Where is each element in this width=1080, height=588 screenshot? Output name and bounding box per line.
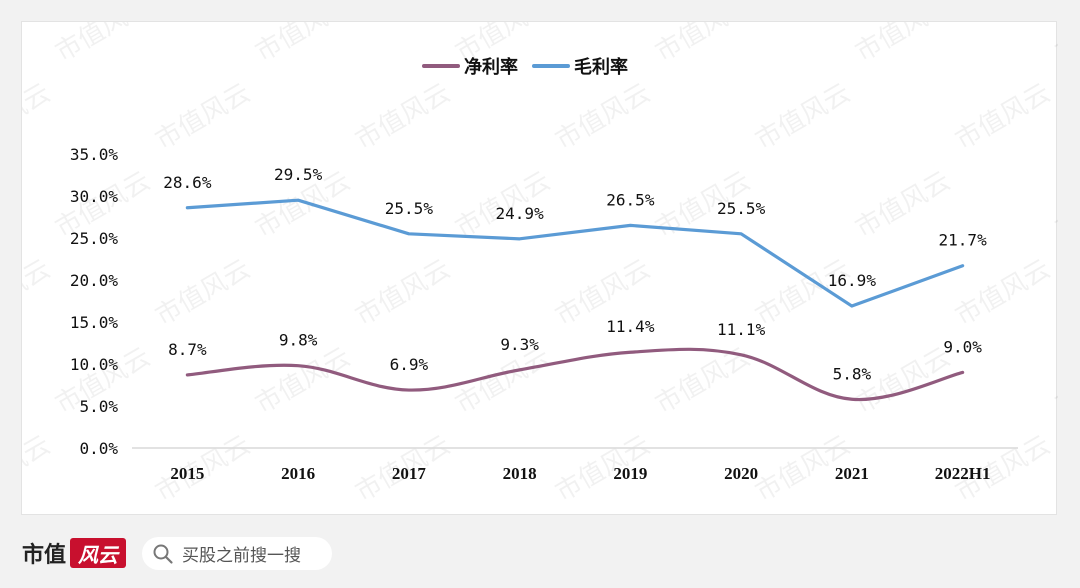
- data-label: 25.5%: [717, 199, 766, 218]
- x-tick-label: 2019: [613, 464, 647, 483]
- watermark-text: 市值风云: [151, 78, 256, 156]
- watermark-text: 市值风云: [551, 78, 656, 156]
- watermark-text: 市值风云: [151, 254, 256, 332]
- data-label: 9.3%: [500, 335, 539, 354]
- legend-label: 毛利率: [574, 56, 628, 78]
- x-tick-label: 2022H1: [935, 464, 991, 483]
- chart-card: 市值风云 市值风云 市值风云 市值风云 市值风云 市值风云 市值风云 市值风云 市值风云 市值风云…: [21, 21, 1059, 515]
- brand-logo-mark: 风云: [70, 538, 127, 568]
- watermark-text: 市值风云: [351, 78, 456, 156]
- data-label: 11.1%: [717, 320, 766, 339]
- watermark-text: 市值风云: [751, 78, 856, 156]
- data-label: 8.7%: [168, 340, 207, 359]
- y-tick-label: 0.0%: [79, 439, 118, 458]
- data-label: 9.8%: [279, 331, 318, 350]
- watermark-text: 市值风云: [1051, 22, 1059, 68]
- data-label: 6.9%: [390, 355, 429, 374]
- watermark-text: 市值风云: [351, 254, 456, 332]
- y-tick-label: 20.0%: [70, 271, 119, 290]
- data-label: 11.4%: [606, 317, 655, 336]
- y-tick-label: 35.0%: [70, 145, 119, 164]
- search-icon: [153, 544, 173, 564]
- watermark-text: 市值风云: [651, 22, 756, 68]
- x-tick-label: 2015: [170, 464, 204, 483]
- data-label: 24.9%: [496, 204, 545, 223]
- watermark-text: 市值风云: [22, 430, 56, 508]
- brand-name: 市值: [22, 542, 67, 568]
- watermark-text: 市值风云: [22, 254, 56, 332]
- search-box[interactable]: 买股之前搜一搜: [142, 537, 332, 570]
- x-tick-label: 2016: [281, 464, 315, 483]
- watermark-text: 市值风云: [251, 342, 356, 420]
- x-tick-label: 2021: [835, 464, 869, 483]
- watermark-text: 市值风云: [22, 78, 56, 156]
- data-label: 26.5%: [606, 190, 655, 209]
- data-labels: 8.7% 9.8% 6.9% 9.3% 11.4% 11.1% 5.8% 9.0% 28.6% 2…: [163, 165, 987, 383]
- y-tick-label: 15.0%: [70, 313, 119, 332]
- watermark-text: 市值风云: [1051, 342, 1059, 420]
- legend: 净利率 毛利率: [422, 56, 628, 78]
- series-line-net-margin: [185, 347, 965, 402]
- y-tick-label: 25.0%: [70, 229, 119, 248]
- data-label: 29.5%: [274, 165, 323, 184]
- watermark-text: 市值风云: [951, 254, 1056, 332]
- legend-label: 净利率: [464, 56, 518, 78]
- x-tick-label: 2018: [503, 464, 537, 483]
- data-label: 9.0%: [943, 337, 982, 356]
- data-label: 21.7%: [939, 231, 988, 250]
- search-placeholder: 买股之前搜一搜: [182, 546, 301, 566]
- watermark-text: 市值风云: [951, 78, 1056, 156]
- watermark-text: 市值风云: [851, 22, 956, 68]
- data-label: 5.8%: [833, 364, 872, 383]
- watermark-text: 市值风云: [51, 22, 156, 68]
- footer-bar: 市值 风云 买股之前搜一搜: [0, 520, 1080, 588]
- x-tick-label: 2020: [724, 464, 758, 483]
- watermark-text: 市值风云: [251, 22, 356, 68]
- data-label: 16.9%: [828, 271, 877, 290]
- x-tick-label: 2017: [392, 464, 427, 483]
- brand-logo: 市值 风云: [22, 536, 127, 570]
- y-axis: 0.0% 5.0% 10.0% 15.0% 20.0% 25.0% 30.0% 35.0%: [70, 145, 119, 458]
- watermark-text: 市值风云: [751, 254, 856, 332]
- y-tick-label: 30.0%: [70, 187, 119, 206]
- data-label: 28.6%: [163, 173, 212, 192]
- y-tick-label: 10.0%: [70, 355, 119, 374]
- series-lines: [185, 198, 965, 402]
- y-tick-label: 5.0%: [79, 397, 118, 416]
- series-line-gross-margin: [185, 198, 965, 308]
- watermark-text: 市值风云: [1051, 166, 1059, 244]
- data-label: 25.5%: [385, 199, 434, 218]
- x-axis: 2015 2016 2017 2018 2019 2020 2021 2022H1: [132, 447, 1018, 483]
